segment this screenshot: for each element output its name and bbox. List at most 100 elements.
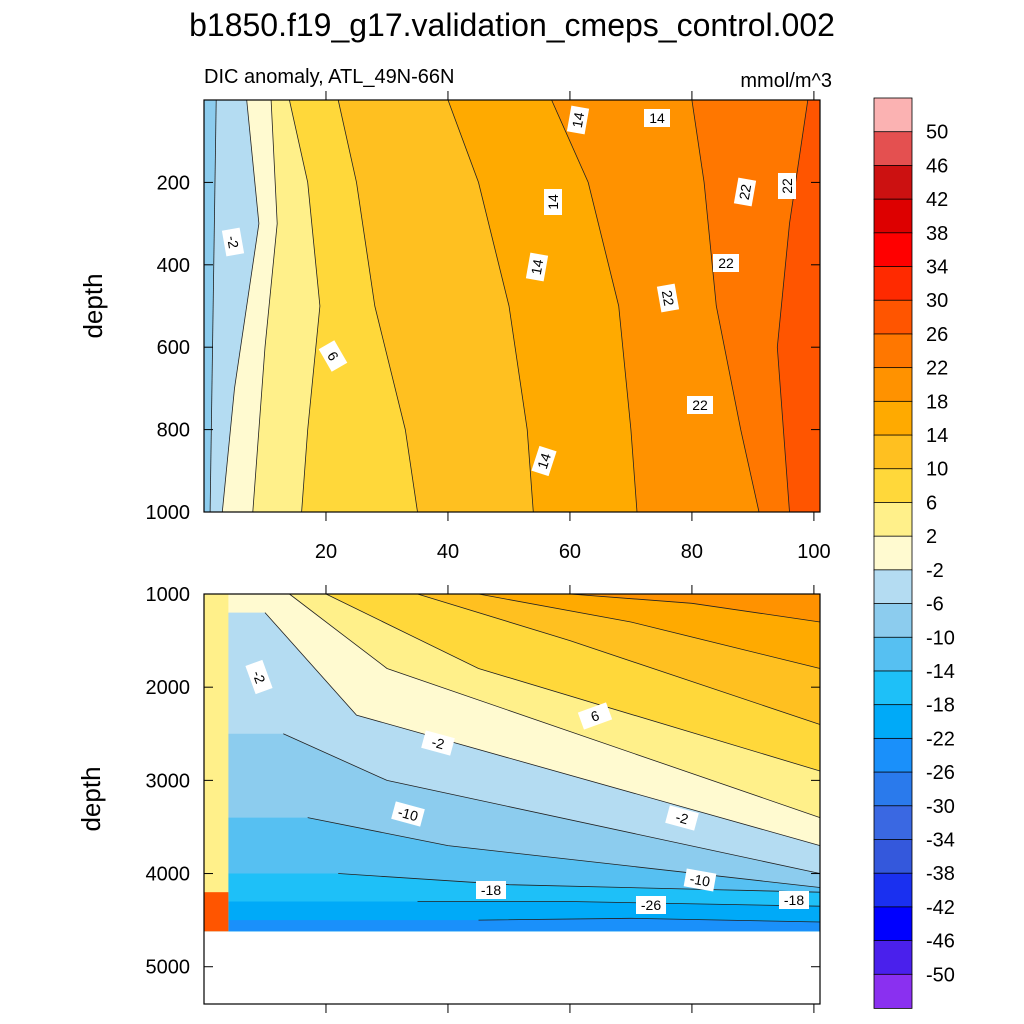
- lower-contour-line: [289, 593, 821, 818]
- colorbar-swatch: [873, 569, 913, 605]
- colorbar-label: -30: [926, 796, 955, 818]
- svg-text:22: 22: [779, 178, 795, 194]
- x-tick-label: 60: [559, 541, 581, 563]
- svg-text:-10: -10: [396, 804, 420, 825]
- upper-contour-line: [221, 99, 260, 513]
- colorbar-swatch: [873, 502, 913, 537]
- upper-y-axis-label: depth: [78, 273, 108, 338]
- x-tick-label: 20: [315, 541, 337, 563]
- upper-contour-label: 14: [544, 189, 562, 215]
- colorbar-label: -38: [926, 863, 955, 885]
- x-tick-label: 40: [437, 541, 459, 563]
- lower-band: [204, 594, 229, 932]
- colorbar-label: 42: [926, 189, 948, 211]
- upper-contour-line: [337, 99, 418, 513]
- colorbar-label: 34: [926, 257, 948, 279]
- colorbar-label: 10: [926, 459, 948, 481]
- lower-contour-line: [325, 593, 821, 772]
- svg-text:-2: -2: [674, 809, 690, 828]
- lower-axis-ticks: 1000 2000 3000 4000 5000: [146, 584, 820, 1013]
- colorbar-label: -10: [926, 627, 955, 649]
- upper-contour-line: [289, 99, 321, 513]
- upper-contour-labels: 14 14 14 14 14 -2 6 22 22 22 22 22: [221, 105, 796, 477]
- svg-text:22: 22: [692, 397, 708, 413]
- colorbar-swatch: [873, 704, 913, 740]
- lower-no-data-area: [204, 932, 820, 1004]
- lower-contour-label: -10: [391, 801, 425, 827]
- lower-contour-label: -2: [421, 730, 455, 756]
- lower-contour-label: -26: [636, 896, 666, 914]
- y-tick-label: 800: [157, 420, 190, 442]
- lower-contour-lines: [264, 593, 821, 923]
- lower-contour-line: [264, 612, 821, 846]
- upper-band: [289, 100, 418, 512]
- svg-text:-18: -18: [481, 882, 501, 898]
- svg-text:-18: -18: [784, 892, 804, 908]
- colorbar-label: 18: [926, 391, 948, 413]
- lower-contour-line: [417, 593, 821, 725]
- colorbar-label: 22: [926, 358, 948, 380]
- upper-contour-line: [447, 99, 534, 513]
- colorbar-label: -42: [926, 897, 955, 919]
- svg-text:14: 14: [569, 111, 587, 129]
- colorbar-swatch: [873, 131, 913, 167]
- lower-contour-line: [283, 733, 821, 874]
- colorbar-swatch: [873, 198, 913, 234]
- svg-text:14: 14: [649, 110, 665, 126]
- colorbar-label: -22: [926, 728, 955, 750]
- colorbar-swatch: [873, 468, 913, 504]
- lower-contour-label: -10: [683, 868, 717, 892]
- y-tick-label: 4000: [146, 864, 191, 886]
- upper-contour-lines: [209, 99, 809, 513]
- colorbar-swatch: [873, 367, 913, 403]
- lower-contour-fill: [204, 594, 820, 932]
- upper-contour-label: 22: [713, 254, 739, 272]
- colorbar-swatch: [873, 299, 913, 335]
- svg-text:22: 22: [736, 183, 754, 201]
- y-tick-label: 1000: [146, 502, 191, 524]
- colorbar-label: 26: [926, 324, 948, 346]
- colorbar-label: -18: [926, 695, 955, 717]
- upper-contour-line: [551, 99, 638, 513]
- upper-band: [204, 100, 217, 512]
- upper-contour-label: 14: [644, 109, 670, 127]
- svg-text:14: 14: [545, 194, 561, 210]
- lower-contour-labels: -26-2-10 -2-10-18-26 -18: [245, 659, 809, 914]
- lower-band: [204, 918, 820, 932]
- colorbar-swatch: [873, 434, 913, 470]
- upper-panel: 14 14 14 14 14 -2 6 22 22 22 22 22 200 400 600 800 1000…: [78, 91, 831, 563]
- upper-band: [691, 100, 808, 512]
- colorbar-label: 30: [926, 290, 948, 312]
- svg-text:-10: -10: [689, 870, 712, 889]
- colorbar: 50 46 42 38 34 30 26 22 18 14 10 6 2 -2 -6 -10 -14 -18 -22…: [873, 97, 955, 1009]
- colorbar-label: 38: [926, 223, 948, 245]
- colorbar-label: -2: [926, 560, 944, 582]
- upper-contour-label: 14: [531, 445, 557, 477]
- colorbar-swatch: [873, 232, 913, 268]
- colorbar-swatch: [873, 940, 913, 976]
- chart-title: b1850.f19_g17.validation_cmeps_control.0…: [189, 7, 835, 43]
- upper-contour-label: 22: [687, 396, 713, 414]
- y-tick-label: 200: [157, 172, 190, 194]
- colorbar-label: 46: [926, 155, 948, 177]
- upper-contour-label: 6: [318, 340, 348, 372]
- lower-plot-frame: [203, 593, 821, 1005]
- lower-contour-line: [478, 593, 821, 669]
- upper-plot-frame: [203, 99, 821, 513]
- colorbar-label: -50: [926, 964, 955, 986]
- upper-band: [210, 100, 259, 512]
- svg-text:-26: -26: [641, 897, 661, 913]
- y-tick-label: 3000: [146, 770, 191, 792]
- upper-contour-label: 22: [778, 173, 796, 199]
- colorbar-swatch: [873, 636, 913, 672]
- colorbar-label: -14: [926, 661, 955, 683]
- upper-contour-label: 22: [733, 177, 757, 207]
- upper-contour-label: 14: [566, 105, 590, 135]
- colorbar-label: -6: [926, 594, 944, 616]
- y-tick-label: 1000: [146, 584, 191, 606]
- svg-text:14: 14: [534, 451, 554, 471]
- colorbar-swatch: [873, 400, 913, 436]
- upper-band: [222, 100, 278, 512]
- colorbar-label: 6: [926, 492, 937, 514]
